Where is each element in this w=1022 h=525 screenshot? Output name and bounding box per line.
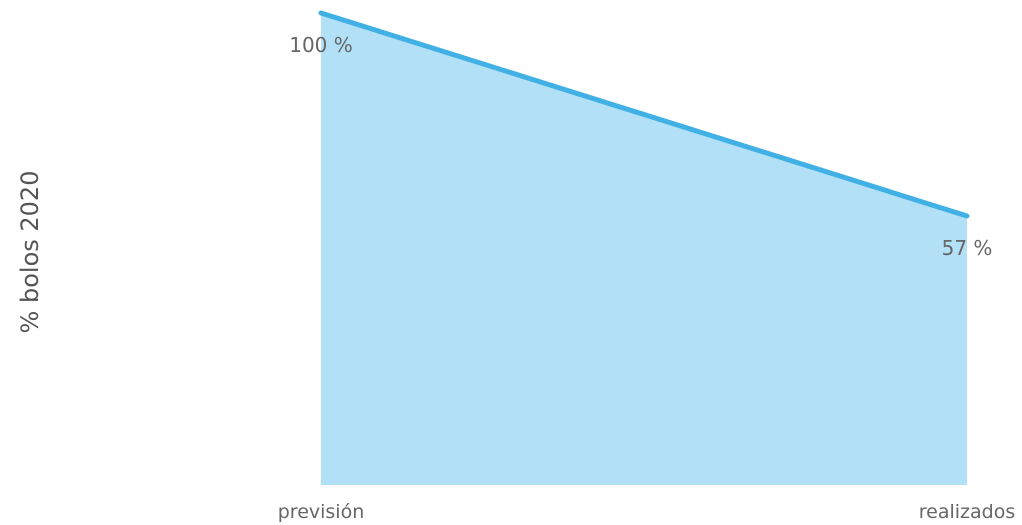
y-axis-label: % bolos 2020 [16,171,44,334]
area-fill [321,13,967,485]
x-tick-label: previsión [278,501,365,523]
series-line [318,10,970,219]
x-tick-label: realizados [919,501,1015,523]
data-label: 57 % [942,236,993,260]
data-label: 100 % [289,33,353,57]
